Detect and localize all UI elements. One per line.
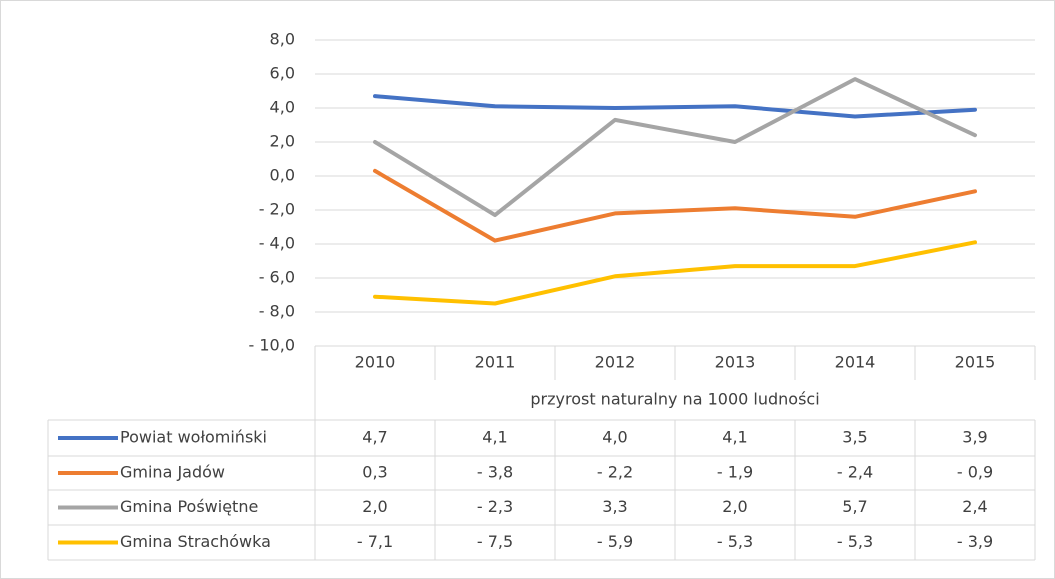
legend-label: Powiat wołomiński — [120, 428, 267, 447]
data-label: - 1,9 — [717, 463, 753, 482]
x-axis-title: przyrost naturalny na 1000 ludności — [530, 390, 819, 409]
y-tick-label: - 8,0 — [259, 302, 295, 321]
x-tick-label: 2014 — [835, 353, 876, 372]
data-label: 4,1 — [722, 428, 747, 447]
data-label: 4,0 — [602, 428, 627, 447]
y-tick-label: 0,0 — [270, 166, 295, 185]
x-tick-label: 2011 — [475, 353, 516, 372]
data-label: - 2,3 — [477, 497, 513, 516]
data-label: - 7,5 — [477, 532, 513, 551]
series-line — [373, 77, 977, 218]
x-tick-label: 2010 — [355, 353, 396, 372]
series-line — [373, 168, 977, 243]
y-tick-label: - 10,0 — [249, 336, 295, 355]
data-label: 3,5 — [842, 428, 867, 447]
data-label: 3,9 — [962, 428, 987, 447]
y-tick-label: 2,0 — [270, 132, 295, 151]
x-tick-label: 2013 — [715, 353, 756, 372]
data-label: - 3,9 — [957, 532, 993, 551]
data-label: 2,0 — [722, 497, 747, 516]
data-label: - 5,9 — [597, 532, 633, 551]
data-label: - 7,1 — [357, 532, 393, 551]
series-line — [373, 94, 977, 119]
data-label: 4,7 — [362, 428, 387, 447]
data-label: - 2,4 — [837, 463, 873, 482]
data-label: 0,3 — [362, 463, 387, 482]
data-label: 3,3 — [602, 497, 627, 516]
data-label: - 5,3 — [837, 532, 873, 551]
y-tick-label: - 6,0 — [259, 268, 295, 287]
legend-label: Gmina Strachówka — [120, 532, 271, 551]
data-label: - 5,3 — [717, 532, 753, 551]
legend-label: Gmina Poświętne — [120, 497, 258, 516]
data-label: - 3,8 — [477, 463, 513, 482]
data-label: 5,7 — [842, 497, 867, 516]
data-label: 2,0 — [362, 497, 387, 516]
y-tick-label: 8,0 — [270, 30, 295, 49]
data-label: 2,4 — [962, 497, 987, 516]
y-tick-label: - 2,0 — [259, 200, 295, 219]
data-label: 4,1 — [482, 428, 507, 447]
y-tick-label: 4,0 — [270, 98, 295, 117]
data-label: - 0,9 — [957, 463, 993, 482]
series-line — [373, 240, 977, 306]
x-tick-label: 2015 — [955, 353, 996, 372]
y-tick-label: - 4,0 — [259, 234, 295, 253]
y-tick-label: 6,0 — [270, 64, 295, 83]
legend-label: Gmina Jadów — [120, 463, 225, 482]
data-label: - 2,2 — [597, 463, 633, 482]
x-tick-label: 2012 — [595, 353, 636, 372]
